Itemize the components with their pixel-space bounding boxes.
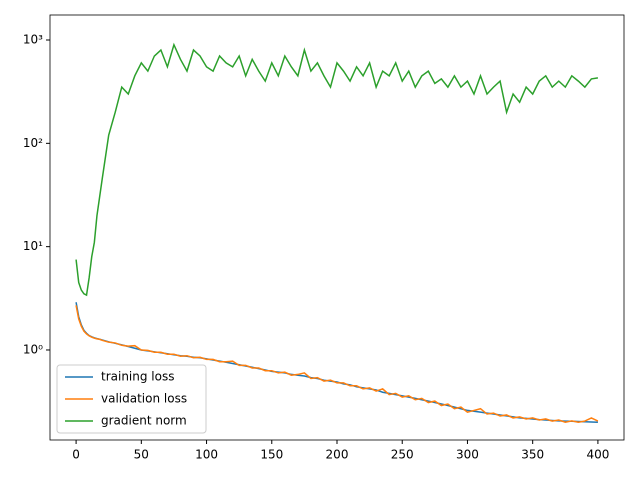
- legend-label: training loss: [101, 370, 174, 384]
- plot-frame: [49, 14, 625, 441]
- x-tick-label: 200: [326, 448, 349, 462]
- y-tick-label: 10³: [23, 33, 43, 47]
- x-tick-label: 0: [72, 448, 80, 462]
- x-tick-label: 300: [456, 448, 479, 462]
- x-tick-label: 400: [586, 448, 609, 462]
- y-tick-label: 10¹: [23, 239, 43, 253]
- legend-box: [56, 364, 207, 434]
- series-line: [75, 42, 599, 297]
- legend-label: gradient norm: [101, 414, 187, 428]
- series-line: [75, 305, 599, 423]
- x-tick-label: 150: [260, 448, 283, 462]
- y-tick-label: 10⁰: [23, 342, 43, 356]
- x-tick-label: 100: [195, 448, 218, 462]
- x-tick-label: 350: [521, 448, 544, 462]
- legend-label: validation loss: [101, 392, 187, 406]
- x-tick-label: 250: [391, 448, 414, 462]
- y-tick-label: 10²: [23, 136, 43, 150]
- x-tick-label: 50: [134, 448, 149, 462]
